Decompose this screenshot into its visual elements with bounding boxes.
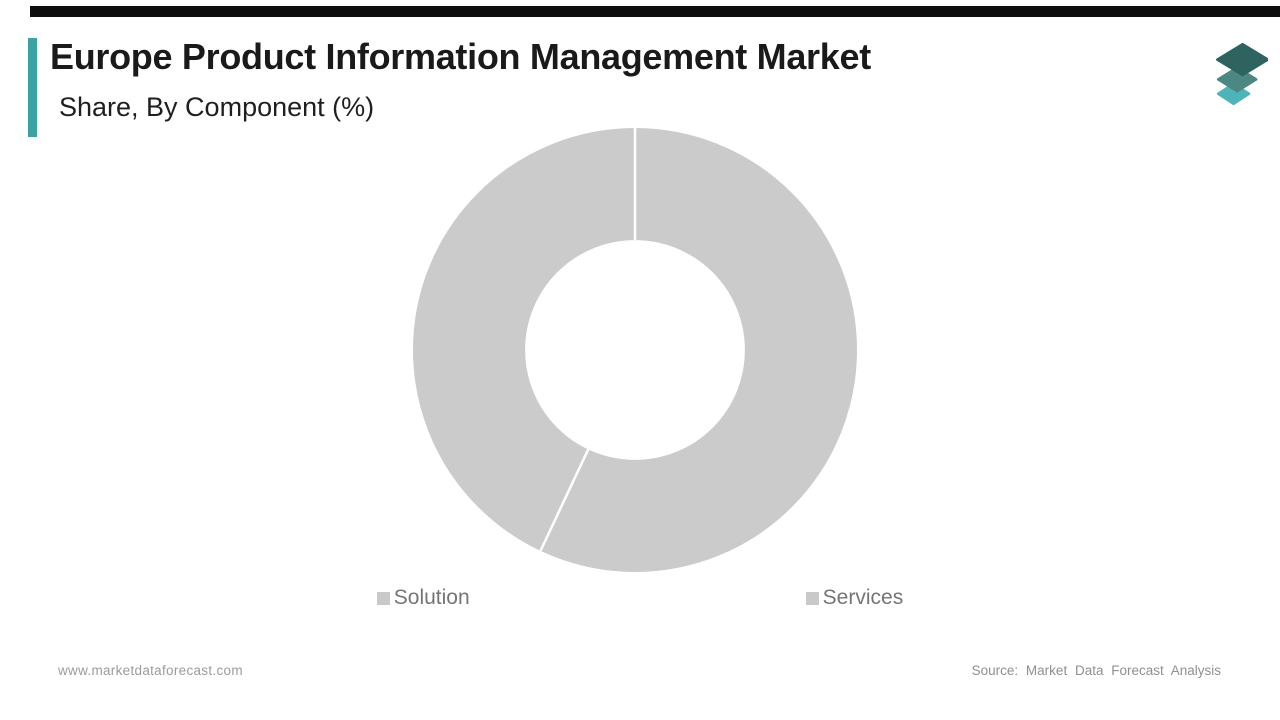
legend-marker-icon <box>376 591 390 605</box>
legend-item-services: Services <box>805 586 904 610</box>
donut-chart <box>405 120 865 580</box>
top-accent-bar <box>30 6 1280 17</box>
website-url: www.marketdataforecast.com <box>58 663 243 678</box>
page-subtitle: Share, By Component (%) <box>59 92 375 122</box>
market-data-forecast-logo <box>1210 38 1270 110</box>
legend-item-solution: Solution <box>376 586 470 610</box>
page-title: Europe Product Information Management Ma… <box>50 36 871 77</box>
legend-label: Services <box>822 586 904 609</box>
legend-marker-icon <box>805 591 819 605</box>
chart-legend: Solution Services <box>0 586 1280 610</box>
title-accent-bar <box>28 38 37 137</box>
layered-diamonds-icon <box>1216 42 1270 106</box>
legend-label: Solution <box>393 586 470 609</box>
source-credit: Source: Market Data Forecast Analysis <box>971 663 1221 678</box>
